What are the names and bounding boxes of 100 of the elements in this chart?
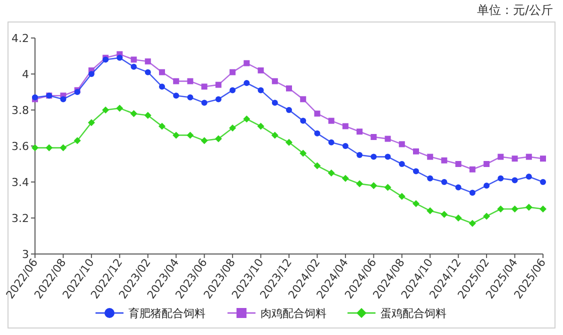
point: [130, 110, 138, 118]
point: [498, 154, 504, 160]
y-tick-label: 3.8: [12, 104, 29, 117]
point: [201, 84, 208, 90]
point: [441, 179, 448, 185]
point: [130, 64, 137, 70]
point: [144, 69, 151, 76]
y-tick-label: 3: [22, 248, 29, 261]
point: [158, 122, 166, 130]
point: [314, 130, 320, 136]
point: [173, 78, 180, 84]
point: [314, 110, 320, 117]
point: [398, 161, 405, 167]
text: 单位：元/公斤: [476, 3, 553, 17]
point: [244, 60, 250, 66]
legend-label: 肉鸡配合饲料: [260, 307, 326, 320]
point: [370, 134, 377, 140]
point: [412, 200, 420, 208]
point: [454, 214, 462, 222]
y-tick-label: 4.2: [12, 32, 29, 45]
point: [398, 141, 405, 148]
legend-label: 育肥猪配合饲料: [128, 307, 206, 320]
y-tick-label: 3.2: [12, 212, 29, 225]
point: [328, 139, 334, 146]
point: [370, 182, 378, 190]
point: [300, 150, 307, 157]
point: [484, 182, 490, 189]
point: [187, 78, 194, 84]
point: [271, 132, 278, 139]
point: [300, 96, 306, 102]
point: [468, 220, 476, 227]
point: [286, 138, 292, 146]
point: [328, 170, 335, 176]
y-tick-label: 3.6: [12, 140, 29, 153]
point: [455, 161, 462, 167]
point: [159, 69, 165, 76]
point: [384, 154, 391, 160]
point: [314, 162, 321, 170]
point: [258, 87, 264, 94]
point: [483, 212, 490, 220]
point: [230, 69, 236, 76]
point: [300, 118, 306, 124]
point: [440, 210, 448, 218]
point: [426, 207, 434, 214]
point: [356, 152, 363, 158]
point: [201, 100, 208, 106]
point: [272, 78, 278, 84]
point: [159, 84, 165, 90]
point: [469, 166, 476, 172]
point: [342, 143, 348, 149]
legend-label: 蛋鸡配合饲料: [380, 307, 446, 320]
point: [215, 82, 222, 88]
point: [512, 156, 518, 162]
point: [230, 87, 236, 94]
point: [427, 175, 434, 182]
point: [46, 144, 53, 152]
point: [214, 135, 222, 142]
point: [102, 106, 110, 114]
point: [272, 100, 278, 106]
point: [525, 204, 532, 211]
point: [144, 112, 152, 119]
point: [384, 136, 391, 142]
point: [342, 123, 348, 130]
point: [286, 107, 292, 113]
point: [60, 144, 67, 152]
point: [356, 128, 363, 135]
point: [484, 161, 490, 167]
point: [186, 132, 194, 139]
point: [469, 190, 476, 196]
point: [413, 148, 419, 154]
point: [257, 122, 264, 130]
point: [540, 156, 546, 162]
point: [215, 96, 222, 102]
point: [229, 124, 236, 132]
point: [130, 56, 137, 63]
point: [286, 85, 292, 92]
point: [32, 144, 38, 152]
point: [427, 154, 434, 160]
point: [116, 54, 123, 61]
point: [88, 119, 95, 126]
point: [172, 132, 180, 139]
point: [173, 92, 180, 99]
point: [370, 154, 377, 160]
point: [526, 154, 532, 160]
point: [526, 174, 532, 180]
y-tick-label: 4: [22, 68, 29, 81]
point: [60, 96, 66, 102]
point: [455, 184, 462, 190]
point: [511, 206, 518, 212]
point: [244, 80, 250, 86]
point: [540, 179, 546, 185]
point: [413, 168, 419, 174]
point: [540, 206, 546, 212]
point: [497, 206, 504, 212]
point: [74, 137, 81, 144]
point: [512, 177, 518, 184]
point: [498, 175, 504, 182]
point: [243, 116, 250, 122]
point: [258, 67, 264, 74]
y-tick-label: 3.4: [12, 176, 29, 189]
